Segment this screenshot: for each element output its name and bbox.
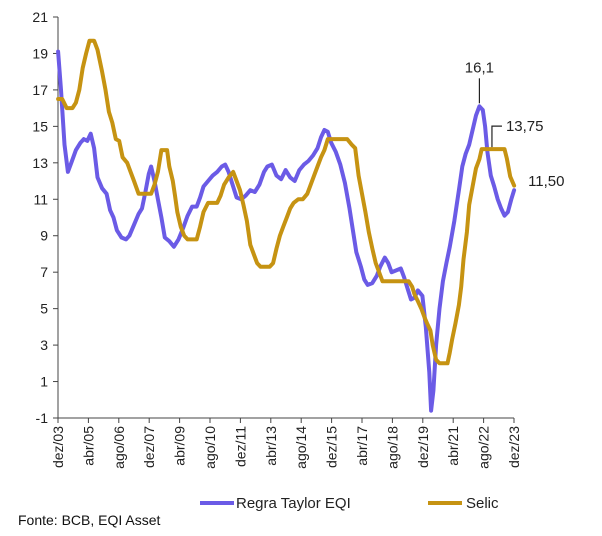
series-line-taylor xyxy=(56,49,517,413)
x-tick-label: abr/21 xyxy=(445,426,461,466)
annotation-layer: 16,1 13,75 11,50 xyxy=(465,59,565,190)
y-tick-label: 19 xyxy=(32,45,48,61)
y-tick-label: 15 xyxy=(32,118,48,134)
annotation-label-selic-peak: 13,75 xyxy=(506,118,544,135)
x-tick-label: dez/07 xyxy=(141,426,157,468)
x-tick-label: abr/09 xyxy=(172,426,188,466)
x-tick-label: dez/19 xyxy=(415,426,431,468)
x-tick-label: dez/03 xyxy=(50,426,66,468)
annotation-leader-selic-peak xyxy=(491,125,502,148)
x-tick-label: ago/22 xyxy=(476,426,492,469)
x-tick-label: dez/11 xyxy=(232,426,248,467)
annotation-label-selic-last: 11,50 xyxy=(528,173,564,190)
y-tick-label: 21 xyxy=(32,9,48,25)
y-tick-label: 5 xyxy=(40,301,48,317)
legend: Regra Taylor EQI Selic xyxy=(200,495,499,512)
y-tick-label: -1 xyxy=(36,410,49,426)
series-line-selic xyxy=(56,38,517,366)
x-tick-label: ago/10 xyxy=(202,426,218,469)
y-tick-label: 17 xyxy=(32,82,48,98)
y-tick-label: 13 xyxy=(32,155,48,171)
series-layer xyxy=(56,38,517,413)
y-tick-label: 7 xyxy=(40,264,48,280)
x-tick-label: ago/14 xyxy=(293,426,309,469)
y-tick-label: 11 xyxy=(33,191,48,207)
legend-label-selic: Selic xyxy=(466,495,499,512)
x-axis: dez/03 abr/05 ago/06 dez/07 abr/09 ago/10 dez/… xyxy=(50,417,522,469)
x-tick-label: dez/23 xyxy=(506,426,522,468)
y-tick-label: 3 xyxy=(40,337,48,353)
x-tick-label: dez/15 xyxy=(324,426,340,468)
legend-label-taylor: Regra Taylor EQI xyxy=(236,495,351,512)
annotation-label-taylor-peak: 16,1 xyxy=(465,59,494,76)
x-tick-label: ago/06 xyxy=(111,426,127,469)
x-tick-label: abr/05 xyxy=(80,426,96,466)
x-tick-label: abr/17 xyxy=(354,426,370,466)
y-tick-label: 1 xyxy=(40,374,48,390)
source-note: Fonte: BCB, EQI Asset xyxy=(18,512,161,528)
y-tick-label: 9 xyxy=(40,228,48,244)
x-tick-label: ago/18 xyxy=(384,426,400,469)
x-tick-label: abr/13 xyxy=(263,426,279,466)
